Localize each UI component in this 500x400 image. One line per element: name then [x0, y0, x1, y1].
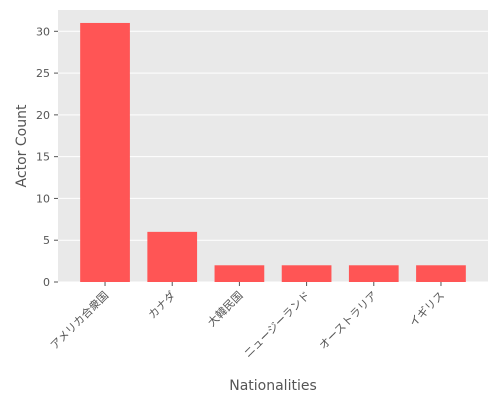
- bar-3: [214, 265, 265, 282]
- x-tick-label: 大韓民国: [205, 288, 246, 329]
- y-tick-label: 20: [36, 109, 50, 122]
- bar-2: [147, 231, 198, 282]
- y-tick-label: 25: [36, 67, 50, 80]
- x-tick-label: オーストラリア: [317, 289, 380, 352]
- y-tick-label: 15: [36, 151, 50, 164]
- bar-6: [416, 265, 466, 282]
- x-tick-label: イギリス: [407, 289, 447, 329]
- x-tick-label: ニュージーランド: [241, 289, 312, 360]
- bars: [80, 22, 466, 282]
- y-tick-label: 0: [43, 276, 50, 289]
- y-tick-label: 10: [36, 192, 50, 205]
- y-axis-label: Actor Count: [14, 104, 30, 187]
- x-tick-label: アメリカ合衆国: [47, 288, 111, 352]
- bar-1: [80, 22, 130, 282]
- x-tick-label: カナダ: [145, 288, 178, 321]
- bar-5: [348, 265, 399, 282]
- y-tick-label: 30: [36, 25, 50, 38]
- y-axis-ticks: 0 5 10 15 20 25 30: [36, 25, 58, 289]
- x-axis-label: Nationalities: [229, 378, 317, 394]
- y-tick-label: 5: [43, 234, 50, 247]
- bar-4: [281, 265, 332, 282]
